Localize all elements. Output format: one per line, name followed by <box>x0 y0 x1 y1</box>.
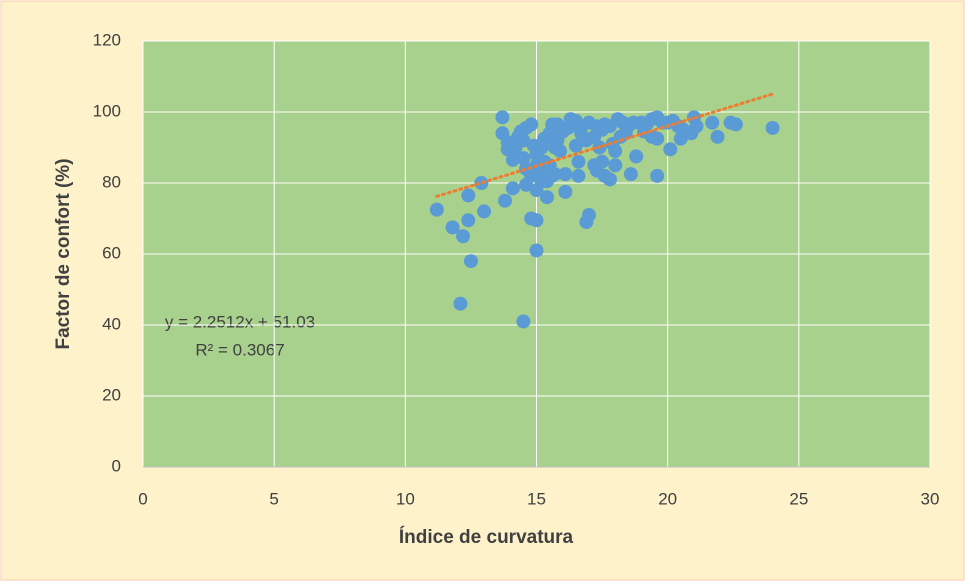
point <box>456 229 471 244</box>
point <box>710 129 725 144</box>
y-tick-label: 120 <box>93 30 121 49</box>
point <box>524 117 539 132</box>
y-tick-label: 100 <box>93 101 121 120</box>
x-tick-label: 20 <box>658 489 677 508</box>
point <box>516 314 531 329</box>
point <box>498 193 513 208</box>
point <box>453 296 468 311</box>
x-tick-label: 10 <box>396 489 415 508</box>
point <box>429 202 444 217</box>
point <box>539 190 554 205</box>
point <box>545 168 560 183</box>
point <box>529 243 544 258</box>
point <box>650 168 665 183</box>
point <box>568 138 583 153</box>
point <box>663 142 678 157</box>
point <box>558 167 573 182</box>
point <box>587 158 602 173</box>
point <box>629 149 644 164</box>
y-axis-title: Factor de confort (%) <box>53 158 74 349</box>
y-tick-label: 20 <box>102 385 121 404</box>
point <box>516 151 531 166</box>
point <box>623 167 638 182</box>
point <box>461 188 476 203</box>
point <box>461 213 476 228</box>
point <box>547 140 562 155</box>
x-axis-title: Índice de curvatura <box>399 526 574 548</box>
point <box>728 117 743 132</box>
point <box>445 220 460 235</box>
x-tick-label: 15 <box>527 489 546 508</box>
point <box>571 168 586 183</box>
point <box>495 110 510 125</box>
point <box>571 154 586 169</box>
point <box>511 129 526 144</box>
y-tick-label: 80 <box>102 172 121 191</box>
point <box>602 172 617 187</box>
point <box>558 184 573 199</box>
x-tick-label: 25 <box>789 489 808 508</box>
trendline-equation: y = 2.2512x + 51.03 <box>165 312 315 331</box>
x-tick-label: 0 <box>138 489 147 508</box>
point <box>526 138 541 153</box>
trendline-r-squared: R² = 0.3067 <box>195 340 284 359</box>
point <box>508 140 523 155</box>
point <box>529 213 544 228</box>
y-tick-label: 0 <box>112 456 121 475</box>
point <box>608 158 623 173</box>
point <box>477 204 492 219</box>
point <box>463 254 478 269</box>
y-tick-label: 40 <box>102 314 121 333</box>
x-tick-label: 5 <box>269 489 278 508</box>
point <box>579 215 594 230</box>
point <box>505 181 520 196</box>
point <box>650 131 665 146</box>
point <box>765 120 780 135</box>
point <box>705 115 720 130</box>
point <box>579 133 594 148</box>
y-tick-label: 60 <box>102 243 121 262</box>
point <box>689 119 704 134</box>
trendline <box>435 92 775 198</box>
point <box>505 152 520 167</box>
point <box>673 131 688 146</box>
x-tick-label: 30 <box>921 489 940 508</box>
